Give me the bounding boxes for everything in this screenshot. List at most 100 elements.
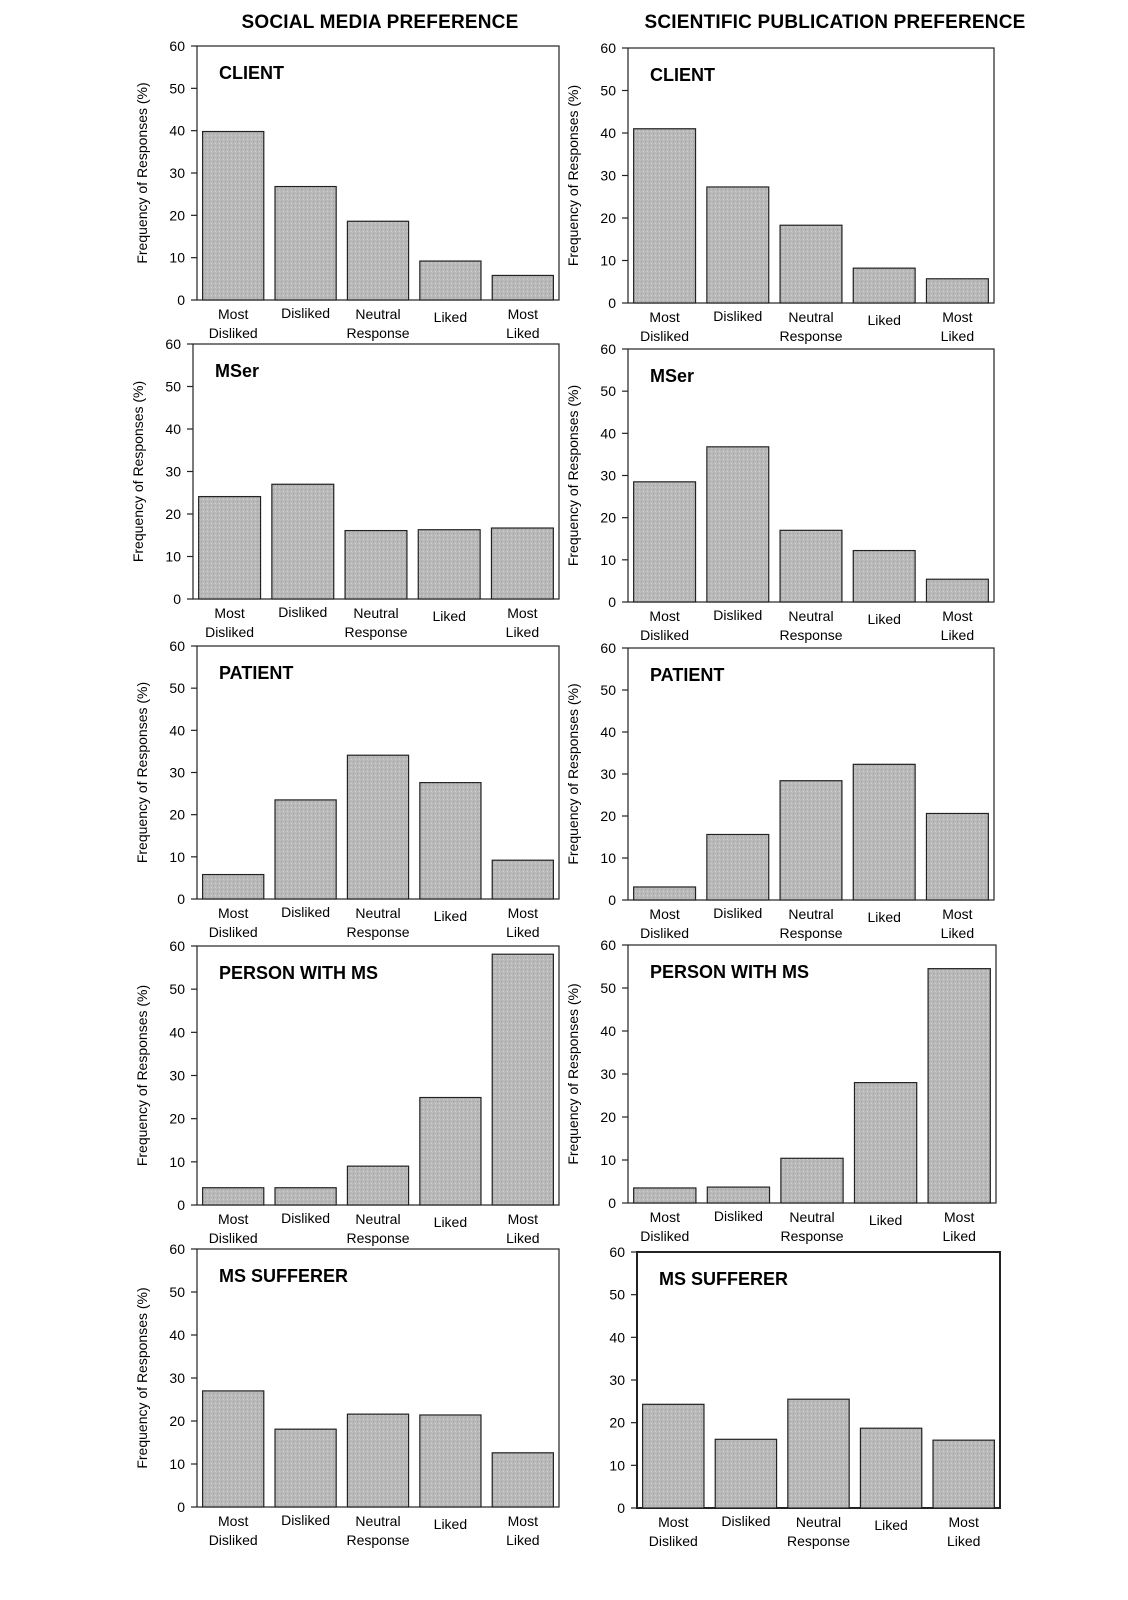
panel4-ytick-label: 50 [169, 680, 185, 696]
panel8-ytick-label: 0 [177, 1499, 185, 1515]
panel7-category-label: Most Disliked [640, 1209, 689, 1244]
panel1-category-label: Disliked [713, 308, 762, 324]
panel9-ytick-label: 10 [609, 1457, 625, 1473]
panel1-panel-title: CLIENT [650, 65, 715, 85]
panel7-ytick-label: 10 [600, 1152, 616, 1168]
panel1-category-label: Most Liked [941, 309, 974, 344]
panel3-ytick-label: 60 [600, 341, 616, 357]
panel8-ytick-label: 10 [169, 1456, 185, 1472]
panel4-category-label: Liked [434, 908, 467, 924]
panel6-ytick-label: 10 [169, 1154, 185, 1170]
panel0-bar-5 [491, 274, 554, 301]
panel2-bar-5 [490, 527, 554, 600]
panel1-category-label: Liked [867, 312, 900, 328]
panel4-ytick-label: 20 [169, 807, 185, 823]
panel4-category-label: Most Liked [506, 905, 539, 940]
panel9-category-label: Disliked [721, 1513, 770, 1529]
panel6-bar-4 [419, 1096, 482, 1206]
panel5-ytick-label: 0 [608, 892, 616, 908]
panel3-ytick-label: 10 [600, 552, 616, 568]
panel3-category-label: Liked [867, 611, 900, 627]
panel3-ytick-label: 50 [600, 383, 616, 399]
panel6-category-label: Most Disliked [209, 1211, 258, 1246]
panel5-bar-5 [925, 812, 989, 901]
panel0-ytick-label: 10 [169, 250, 185, 266]
panel7-panel-title: PERSON WITH MS [650, 962, 809, 982]
panel2-y-axis-label: Frequency of Responses (%) [130, 381, 146, 562]
panel2-ytick-label: 50 [165, 379, 181, 395]
panel5-bar-2 [706, 833, 770, 901]
panel1-bar-4 [852, 267, 916, 304]
panel9-ytick-label: 20 [609, 1415, 625, 1431]
panel4-ytick-label: 30 [169, 765, 185, 781]
panel0-bar-3 [346, 220, 410, 301]
panel1-ytick-label: 60 [600, 40, 616, 56]
panel0-ytick-label: 0 [177, 292, 185, 308]
panel7-bar-4 [853, 1081, 918, 1204]
panel2-category-label: Most Liked [506, 605, 539, 640]
panel0-ytick-label: 40 [169, 123, 185, 139]
column-title-scientific-publication: SCIENTIFIC PUBLICATION PREFERENCE [644, 12, 1026, 33]
panel7-ytick-label: 50 [600, 980, 616, 996]
panel5-panel-title: PATIENT [650, 665, 724, 685]
panel8-bar-4 [419, 1414, 482, 1508]
panel8-ytick-label: 30 [169, 1370, 185, 1386]
panel4-bar-5 [491, 859, 554, 900]
panel4-category-label: Neutral Response [346, 905, 409, 940]
panel6-panel-title: PERSON WITH MS [219, 963, 378, 983]
panel8-category-label: Liked [434, 1516, 467, 1532]
panel1-category-label: Most Disliked [640, 309, 689, 344]
panel1-category-label: Neutral Response [779, 309, 842, 344]
panel1-ytick-label: 20 [600, 210, 616, 226]
panel3-category-label: Disliked [713, 607, 762, 623]
panel9-category-label: Neutral Response [787, 1514, 850, 1549]
panel3-bar-1 [633, 481, 697, 603]
panel9-category-label: Most Liked [947, 1514, 980, 1549]
panel3-ytick-label: 20 [600, 510, 616, 526]
panel6-bar-2 [274, 1187, 337, 1206]
panel0-category-label: Disliked [281, 305, 330, 321]
panel0-ytick-label: 20 [169, 207, 185, 223]
panel7-ytick-label: 20 [600, 1109, 616, 1125]
panel6-category-label: Disliked [281, 1210, 330, 1226]
panel1-bar-1 [633, 128, 697, 304]
panel2-ytick-label: 60 [165, 336, 181, 352]
panel0-ytick-label: 60 [169, 38, 185, 54]
panel8-category-label: Neutral Response [346, 1513, 409, 1548]
panel7-ytick-label: 0 [608, 1195, 616, 1211]
panel7-ytick-label: 30 [600, 1066, 616, 1082]
panel0-category-label: Liked [434, 309, 467, 325]
panel8-bar-5 [491, 1452, 554, 1508]
panel5-bar-3 [779, 780, 843, 901]
panel4-ytick-label: 10 [169, 849, 185, 865]
panel6-ytick-label: 0 [177, 1197, 185, 1213]
panel2-bar-4 [417, 529, 481, 600]
panel8-bar-3 [346, 1413, 410, 1508]
panel2-category-label: Disliked [278, 604, 327, 620]
panel5-ytick-label: 30 [600, 766, 616, 782]
panel9-bar-3 [787, 1398, 850, 1509]
panel6-category-label: Neutral Response [346, 1211, 409, 1246]
panel4-y-axis-label: Frequency of Responses (%) [134, 682, 150, 863]
panel2-ytick-label: 40 [165, 421, 181, 437]
panel4-category-label: Disliked [281, 904, 330, 920]
panel6-ytick-label: 60 [169, 938, 185, 954]
panel2-bar-3 [344, 529, 408, 600]
panel8-panel-title: MS SUFFERER [219, 1266, 348, 1286]
panel4-ytick-label: 0 [177, 891, 185, 907]
panel7-category-label: Disliked [714, 1208, 763, 1224]
panel3-category-label: Most Liked [941, 608, 974, 643]
panel8-category-label: Most Disliked [209, 1513, 258, 1548]
column-title-social-media: SOCIAL MEDIA PREFERENCE [241, 12, 519, 33]
panel8-ytick-label: 50 [169, 1284, 185, 1300]
panel6-ytick-label: 50 [169, 981, 185, 997]
panel9-category-label: Liked [874, 1517, 907, 1533]
panel3-ytick-label: 40 [600, 425, 616, 441]
panel9-bar-1 [642, 1403, 705, 1509]
panel2-ytick-label: 10 [165, 549, 181, 565]
panel6-bar-1 [202, 1187, 265, 1206]
panel5-ytick-label: 60 [600, 640, 616, 656]
panel1-bar-2 [706, 186, 770, 304]
panel6-ytick-label: 40 [169, 1024, 185, 1040]
panel9-bar-4 [859, 1427, 923, 1509]
